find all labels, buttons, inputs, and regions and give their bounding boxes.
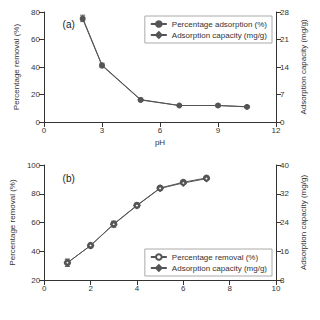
svg-text:Percentage removal (%): Percentage removal (%) — [12, 24, 21, 111]
svg-text:20: 20 — [31, 90, 40, 99]
svg-text:40: 40 — [31, 63, 40, 72]
svg-text:6: 6 — [158, 126, 163, 135]
svg-text:14: 14 — [280, 63, 289, 72]
svg-text:Percentage removal (%): Percentage removal (%) — [172, 253, 259, 262]
svg-text:Percentage removal (%): Percentage removal (%) — [8, 179, 17, 266]
svg-text:16: 16 — [280, 247, 289, 256]
svg-text:3: 3 — [100, 126, 105, 135]
svg-text:pH: pH — [155, 138, 165, 147]
svg-text:100: 100 — [27, 161, 41, 170]
svg-text:21: 21 — [280, 35, 289, 44]
svg-text:10: 10 — [272, 284, 281, 293]
svg-text:8: 8 — [280, 276, 285, 285]
svg-text:Percentage adsorption (%): Percentage adsorption (%) — [172, 20, 268, 29]
svg-text:8: 8 — [227, 284, 232, 293]
svg-text:60: 60 — [31, 218, 40, 227]
svg-text:40: 40 — [31, 247, 40, 256]
svg-text:40: 40 — [280, 161, 289, 170]
svg-text:0: 0 — [42, 284, 47, 293]
svg-text:Adsorption capacity (mg/g): Adsorption capacity (mg/g) — [172, 31, 267, 40]
svg-text:4: 4 — [135, 284, 140, 293]
svg-text:0: 0 — [36, 118, 41, 127]
svg-text:20: 20 — [31, 276, 40, 285]
svg-text:2: 2 — [88, 284, 93, 293]
svg-text:0: 0 — [280, 118, 285, 127]
svg-text:80: 80 — [31, 8, 40, 17]
svg-text:7: 7 — [280, 90, 285, 99]
svg-text:28: 28 — [280, 8, 289, 17]
svg-text:Adsorption capacity (mg/g): Adsorption capacity (mg/g) — [299, 175, 308, 270]
svg-text:(b): (b) — [63, 173, 75, 184]
svg-text:80: 80 — [31, 189, 40, 198]
svg-text:Adsorption capacity (mg/g): Adsorption capacity (mg/g) — [299, 19, 308, 114]
svg-text:9: 9 — [216, 126, 221, 135]
svg-text:0: 0 — [42, 126, 47, 135]
svg-text:24: 24 — [280, 218, 289, 227]
svg-text:32: 32 — [280, 189, 289, 198]
svg-text:12: 12 — [272, 126, 281, 135]
svg-text:Adsorption capacity (mg/g): Adsorption capacity (mg/g) — [172, 264, 267, 273]
svg-text:6: 6 — [181, 284, 186, 293]
svg-text:60: 60 — [31, 35, 40, 44]
svg-text:(a): (a) — [63, 19, 75, 30]
